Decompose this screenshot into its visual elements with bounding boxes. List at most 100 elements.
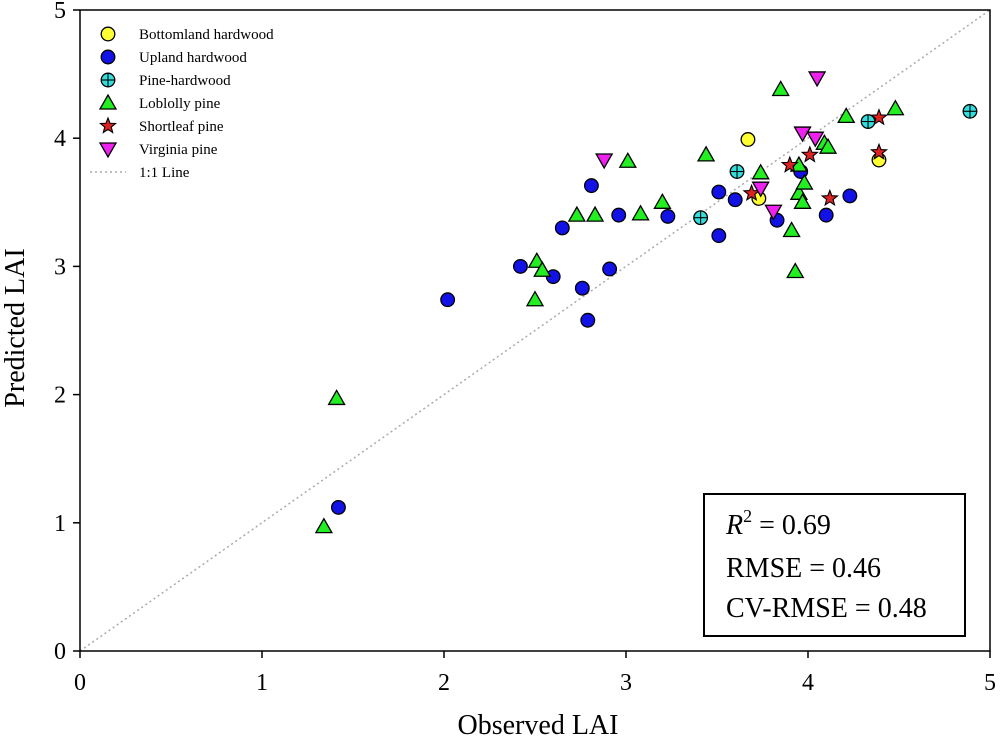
series-upland-hardwood — [330, 164, 858, 515]
series-pine-hardwood — [693, 103, 978, 226]
one-to-one-line — [79, 9, 991, 652]
r-squared-superscript: 2 — [743, 506, 752, 526]
data-point — [693, 210, 709, 226]
r-squared-value: = 0.69 — [752, 510, 831, 541]
x-tick-label: 2 — [438, 670, 450, 696]
data-point — [800, 145, 819, 163]
data-point — [554, 220, 570, 236]
data-point — [962, 103, 978, 119]
data-point — [574, 280, 590, 296]
data-point — [631, 204, 650, 221]
legend-marker — [98, 116, 118, 134]
y-axis-title: Predicted LAI — [0, 248, 31, 407]
series-shortleaf-pine — [742, 108, 889, 207]
x-tick-label: 4 — [802, 670, 814, 696]
legend-item-virginia-pine: Virginia pine — [98, 142, 218, 159]
series-virginia-pine — [595, 71, 827, 221]
data-point — [842, 188, 858, 204]
data-point — [886, 99, 905, 116]
x-tick-label: 0 — [74, 670, 86, 696]
y-tick-label: 2 — [54, 383, 66, 409]
data-point — [793, 192, 812, 209]
data-point — [860, 114, 876, 129]
data-point — [837, 107, 856, 124]
data-point — [512, 258, 528, 274]
data-point — [807, 71, 827, 88]
data-point — [729, 164, 745, 179]
data-point — [585, 205, 605, 222]
legend-marker — [100, 72, 116, 88]
y-tick-label: 3 — [54, 254, 66, 280]
legend-label: Loblolly pine — [139, 96, 221, 112]
legend-item-bottomland-hardwood: Bottomland hardwood — [100, 26, 274, 43]
x-axis-title: Observed LAI — [458, 710, 619, 741]
data-point — [786, 262, 805, 279]
data-point — [795, 173, 814, 190]
data-point — [740, 132, 756, 147]
x-tick-label: 3 — [620, 670, 632, 696]
x-tick-label: 5 — [984, 670, 996, 696]
data-point — [820, 188, 839, 207]
legend: Bottomland hardwood Upland hardwood Pine-h… — [90, 26, 274, 181]
reference-line-layer — [79, 9, 991, 652]
legend-label: 1:1 Line — [139, 165, 190, 181]
data-point — [653, 192, 672, 209]
data-point — [818, 207, 834, 223]
cv-rmse-label: CV-RMSE = 0.48 — [726, 593, 927, 624]
legend-label: Shortleaf pine — [139, 119, 224, 135]
data-point — [525, 290, 545, 307]
data-point — [869, 108, 889, 126]
data-points-layer — [314, 71, 978, 534]
data-point — [330, 499, 346, 515]
data-point — [611, 207, 627, 223]
legend-label: Virginia pine — [139, 142, 218, 158]
data-point — [595, 153, 614, 170]
legend-marker — [98, 142, 118, 159]
y-tick-label: 0 — [54, 639, 66, 665]
data-point — [660, 208, 676, 224]
stats-box: R2 = 0.69 RMSE = 0.46 CV-RMSE = 0.48 — [703, 493, 966, 637]
data-point — [818, 137, 838, 154]
y-tick-label: 4 — [54, 126, 66, 152]
data-point — [602, 261, 618, 277]
rmse-label: RMSE = 0.46 — [726, 553, 881, 584]
data-point — [440, 292, 456, 308]
data-point — [793, 126, 812, 143]
legend-label: Bottomland hardwood — [139, 27, 274, 43]
data-point — [711, 184, 727, 200]
data-point — [327, 389, 346, 406]
plot-frame — [79, 9, 991, 652]
data-point — [764, 204, 783, 221]
data-point — [782, 221, 801, 238]
x-tick-label: 1 — [256, 670, 268, 696]
data-point — [780, 155, 799, 173]
y-tick-label: 1 — [54, 511, 66, 537]
legend-marker — [100, 49, 116, 65]
r-squared-symbol: R — [725, 510, 743, 541]
legend-item-upland-hardwood: Upland hardwood — [100, 49, 247, 66]
data-point — [314, 517, 334, 534]
data-point — [751, 181, 770, 198]
data-point — [533, 260, 552, 277]
legend-label: Upland hardwood — [139, 50, 247, 66]
data-point — [580, 312, 596, 328]
data-point — [869, 142, 889, 161]
axes-layer: 0 1 2 3 4 5 0 1 2 3 4 5 — [54, 0, 996, 696]
legend-marker — [100, 26, 116, 42]
data-point — [727, 192, 743, 208]
series-loblolly-pine — [314, 80, 905, 534]
data-point — [696, 145, 716, 162]
legend-item-loblolly-pine: Loblolly pine — [98, 93, 221, 112]
r-squared-label: R2 = 0.69 — [725, 506, 831, 541]
legend-item-pine-hardwood: Pine-hardwood — [100, 72, 231, 89]
data-point — [618, 151, 637, 168]
legend-label: Pine-hardwood — [139, 73, 231, 89]
data-point — [711, 228, 727, 244]
y-tick-label: 5 — [54, 0, 66, 24]
data-point — [567, 205, 586, 222]
legend-marker — [98, 93, 118, 110]
data-point — [806, 131, 825, 148]
data-point — [583, 178, 599, 194]
legend-item-one-to-one-line: 1:1 Line — [90, 165, 190, 181]
data-point — [751, 163, 770, 180]
